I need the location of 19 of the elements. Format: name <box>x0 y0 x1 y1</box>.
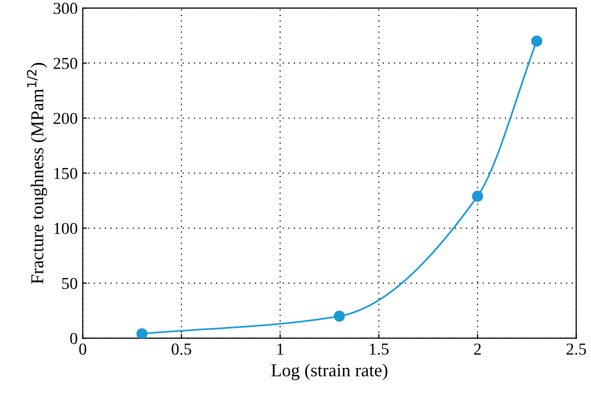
y-tick-label: 200 <box>54 112 78 124</box>
x-tick-label: 1 <box>277 344 284 355</box>
x-tick-label: 2 <box>474 344 481 355</box>
x-tick-label: 2.5 <box>566 344 586 355</box>
y-tick-label: 150 <box>54 168 78 180</box>
y-tick-label: 50 <box>62 278 78 290</box>
y-axis-title: Fracture toughness (MPam$^{1/2}$) <box>26 62 48 284</box>
x-axis-title: Log (strain rate) <box>271 364 388 380</box>
x-tick-label: 0.5 <box>172 344 192 355</box>
point <box>531 36 542 47</box>
point <box>334 310 345 322</box>
x-tick-label: 0 <box>79 344 86 355</box>
y-tick-label: 100 <box>54 222 78 234</box>
y-tick-label: 300 <box>54 2 78 14</box>
x-tick-label: 1.5 <box>370 344 389 355</box>
y-tick-label: 0 <box>70 332 78 344</box>
point <box>472 190 484 202</box>
y-tick-label: 250 <box>54 58 78 70</box>
point <box>136 328 148 338</box>
